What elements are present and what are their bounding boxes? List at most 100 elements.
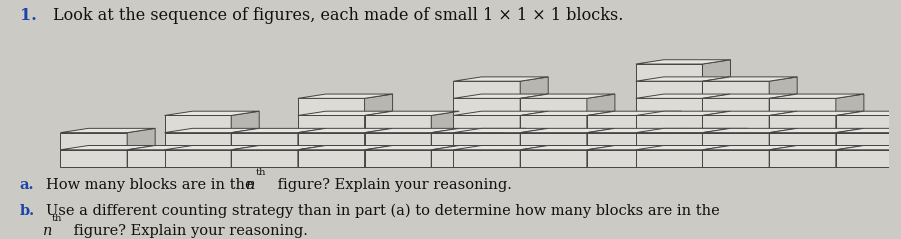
Polygon shape — [127, 150, 194, 167]
Polygon shape — [365, 128, 460, 133]
Polygon shape — [232, 150, 298, 167]
Polygon shape — [653, 128, 681, 150]
Polygon shape — [703, 94, 731, 115]
Polygon shape — [836, 128, 901, 133]
Polygon shape — [703, 150, 769, 167]
Polygon shape — [636, 111, 731, 115]
Polygon shape — [520, 98, 587, 115]
Polygon shape — [520, 128, 548, 150]
Polygon shape — [703, 115, 769, 133]
Polygon shape — [769, 111, 797, 133]
Polygon shape — [653, 150, 720, 167]
Polygon shape — [298, 150, 365, 167]
Polygon shape — [703, 81, 769, 98]
Polygon shape — [636, 77, 731, 81]
Polygon shape — [703, 133, 769, 150]
Polygon shape — [453, 133, 520, 150]
Polygon shape — [587, 94, 614, 115]
Polygon shape — [769, 94, 864, 98]
Polygon shape — [587, 128, 681, 133]
Polygon shape — [127, 128, 155, 150]
Text: a.: a. — [20, 178, 34, 192]
Polygon shape — [769, 98, 836, 115]
Polygon shape — [520, 94, 614, 98]
Polygon shape — [453, 77, 548, 81]
Polygon shape — [720, 128, 748, 150]
Polygon shape — [520, 128, 614, 133]
Polygon shape — [298, 150, 365, 167]
Polygon shape — [836, 115, 901, 133]
Polygon shape — [653, 146, 748, 150]
Polygon shape — [769, 146, 797, 167]
Polygon shape — [836, 111, 864, 133]
Polygon shape — [703, 128, 731, 150]
Polygon shape — [636, 64, 703, 81]
Polygon shape — [165, 128, 259, 133]
Polygon shape — [587, 146, 614, 167]
Text: figure? Explain your reasoning.: figure? Explain your reasoning. — [273, 178, 512, 192]
Polygon shape — [636, 115, 703, 133]
Polygon shape — [703, 146, 731, 167]
Polygon shape — [498, 150, 565, 167]
Polygon shape — [836, 94, 864, 115]
Polygon shape — [127, 146, 155, 167]
Polygon shape — [365, 115, 432, 133]
Polygon shape — [636, 81, 703, 98]
Polygon shape — [60, 146, 155, 150]
Polygon shape — [703, 146, 797, 150]
Polygon shape — [769, 111, 864, 115]
Polygon shape — [432, 128, 526, 133]
Polygon shape — [60, 128, 155, 133]
Polygon shape — [703, 77, 731, 98]
Polygon shape — [653, 111, 681, 133]
Polygon shape — [298, 94, 393, 98]
Polygon shape — [365, 111, 460, 115]
Polygon shape — [520, 77, 548, 98]
Polygon shape — [836, 128, 864, 150]
Polygon shape — [636, 133, 703, 150]
Polygon shape — [298, 146, 393, 150]
Polygon shape — [432, 146, 526, 150]
Polygon shape — [520, 111, 614, 115]
Polygon shape — [432, 146, 460, 167]
Polygon shape — [720, 150, 787, 167]
Polygon shape — [165, 133, 232, 150]
Polygon shape — [520, 150, 587, 167]
Polygon shape — [636, 150, 703, 167]
Polygon shape — [432, 133, 498, 150]
Polygon shape — [298, 128, 326, 150]
Polygon shape — [298, 133, 365, 150]
Polygon shape — [432, 150, 498, 167]
Polygon shape — [587, 115, 653, 133]
Polygon shape — [165, 111, 259, 115]
Polygon shape — [653, 146, 681, 167]
Polygon shape — [60, 150, 127, 167]
Polygon shape — [720, 146, 748, 167]
Polygon shape — [636, 60, 731, 64]
Polygon shape — [703, 111, 731, 133]
Text: b.: b. — [20, 204, 34, 217]
Polygon shape — [165, 115, 232, 133]
Text: figure? Explain your reasoning.: figure? Explain your reasoning. — [69, 224, 308, 238]
Polygon shape — [769, 94, 797, 115]
Polygon shape — [703, 77, 797, 81]
Polygon shape — [365, 146, 393, 167]
Polygon shape — [365, 94, 393, 115]
Polygon shape — [636, 128, 731, 133]
Polygon shape — [365, 146, 393, 167]
Polygon shape — [165, 150, 232, 167]
Text: n: n — [246, 178, 256, 192]
Polygon shape — [587, 146, 681, 150]
Polygon shape — [636, 146, 731, 150]
Polygon shape — [653, 133, 720, 150]
Polygon shape — [787, 146, 815, 167]
Polygon shape — [453, 128, 548, 133]
Polygon shape — [565, 146, 593, 167]
Polygon shape — [703, 111, 797, 115]
Polygon shape — [298, 98, 365, 115]
Polygon shape — [194, 146, 222, 167]
Polygon shape — [453, 150, 520, 167]
Polygon shape — [232, 128, 259, 150]
Polygon shape — [587, 111, 614, 133]
Text: th: th — [51, 214, 62, 223]
